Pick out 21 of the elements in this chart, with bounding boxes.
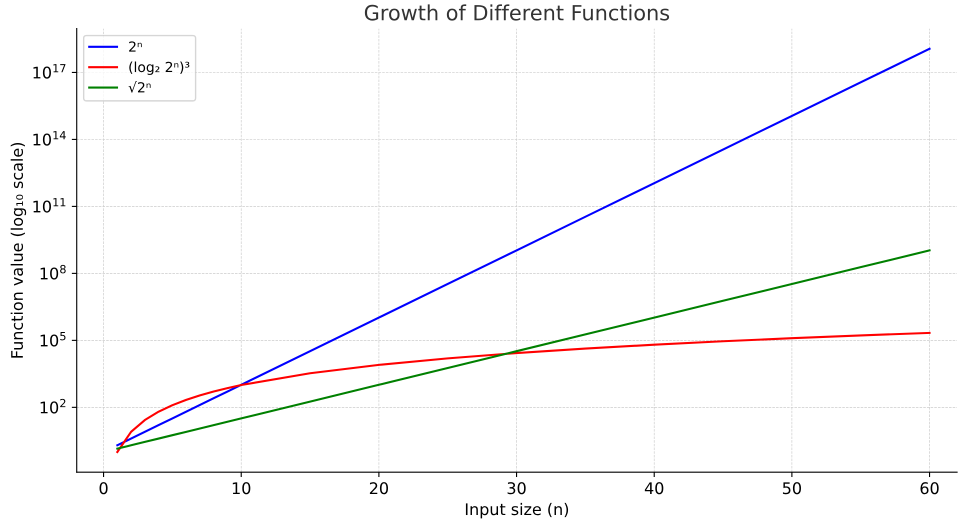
line-series [116,249,931,450]
x-tick-label: 0 [100,482,108,494]
y-tick-label: 10$^{2}$ [40,398,66,414]
y-tick-label: 10$^{17}$ [33,64,66,79]
y-tick-label: 10$^{5}$ [40,332,66,347]
legend-label: √2ⁿ [128,81,151,93]
y-tick-label: 10$^{14}$ [33,131,66,146]
y-tick-label: 10$^{8}$ [40,264,66,280]
x-tick-label: 10 [232,482,250,494]
y-tick-label: 10$^{11}$ [33,198,66,213]
x-tick-label: 50 [782,482,801,494]
legend-label: (log₂ 2ⁿ)³ [129,61,190,75]
x-tick-label: 40 [644,482,664,494]
x-axis-title: Input size (n) [466,502,568,518]
y-axis-title: Function value (log₁₀ scale) [10,142,26,358]
line-series [116,332,931,454]
chart-title: Growth of Different Functions [364,4,670,21]
x-tick-label: 30 [508,482,526,494]
legend-label: 2ⁿ [129,41,142,52]
x-tick-label: 20 [370,482,388,494]
x-tick-label: 60 [920,482,939,494]
